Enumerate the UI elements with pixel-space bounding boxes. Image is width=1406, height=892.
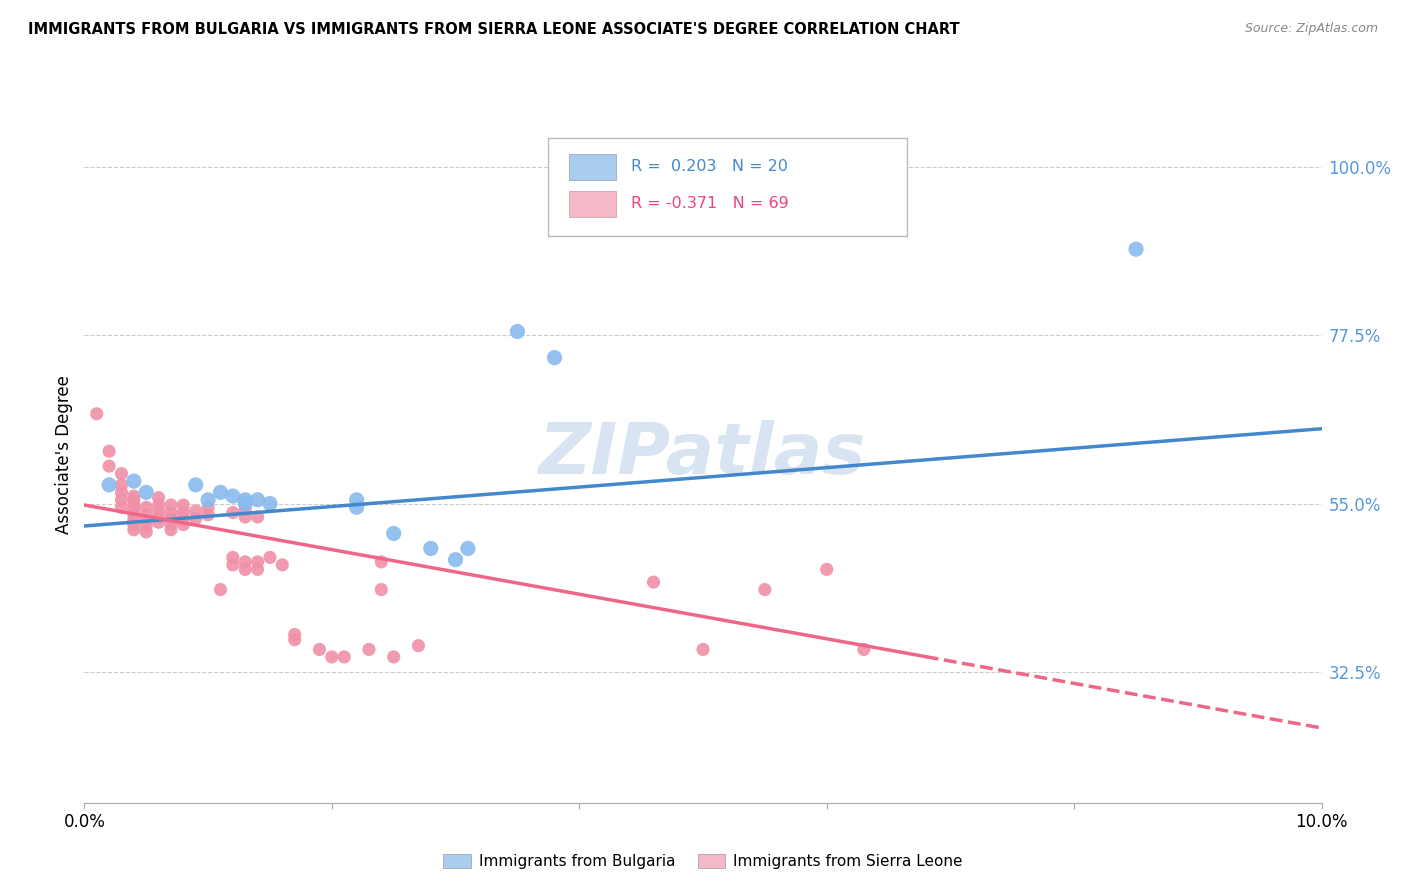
Point [172,498,194,512]
Point [506,325,529,339]
Point [122,498,145,512]
Point [408,639,430,653]
Point [110,478,132,492]
Point [122,513,145,527]
Point [135,500,157,515]
Point [457,541,479,556]
Point [209,582,232,597]
Point [160,523,183,537]
Point [222,506,245,520]
Bar [569,153,616,180]
Point [135,508,157,522]
Point [643,575,665,590]
Point [233,492,256,507]
Point [172,511,194,525]
Point [233,555,256,569]
Point [852,642,875,657]
Point [444,552,467,566]
Point [148,510,170,524]
Point [222,550,245,565]
Point [122,492,145,507]
Y-axis label: Associate's Degree: Associate's Degree [55,376,73,534]
Point [382,526,405,541]
Point [346,492,368,507]
Point [98,459,121,474]
Point [357,642,380,657]
Point [1125,242,1147,256]
Point [246,562,269,576]
Point [233,502,256,516]
Point [370,582,392,597]
Point [246,492,269,507]
Point [148,504,170,518]
Point [110,492,132,507]
Point [284,627,307,641]
Text: R =  0.203   N = 20: R = 0.203 N = 20 [631,160,789,174]
Point [321,649,343,664]
Point [222,489,245,503]
Point [259,497,281,511]
Point [271,558,294,572]
Point [370,555,392,569]
Point [160,506,183,520]
FancyBboxPatch shape [548,138,907,235]
Point [110,485,132,500]
Point [284,632,307,647]
Point [222,558,245,572]
Point [122,502,145,516]
Point [135,519,157,533]
Point [160,511,183,525]
Point [135,485,157,500]
Point [246,555,269,569]
Point [148,498,170,512]
Text: IMMIGRANTS FROM BULGARIA VS IMMIGRANTS FROM SIERRA LEONE ASSOCIATE'S DEGREE CORR: IMMIGRANTS FROM BULGARIA VS IMMIGRANTS F… [28,22,960,37]
Point [184,478,207,492]
Bar [569,191,616,217]
Point [172,506,194,520]
Point [110,500,132,515]
Point [308,642,330,657]
Text: R = -0.371   N = 69: R = -0.371 N = 69 [631,196,789,211]
Point [86,407,108,421]
Point [246,510,269,524]
Point [122,489,145,503]
Point [815,562,838,576]
Point [135,524,157,539]
Point [172,517,194,532]
Point [692,642,714,657]
Point [233,497,256,511]
Point [160,498,183,512]
Point [419,541,441,556]
Point [110,467,132,481]
Point [233,510,256,524]
Point [135,513,157,527]
Point [148,491,170,505]
Point [184,504,207,518]
Point [197,500,219,515]
Text: Source: ZipAtlas.com: Source: ZipAtlas.com [1244,22,1378,36]
Point [122,508,145,522]
Point [160,517,183,532]
Point [122,523,145,537]
Point [148,515,170,529]
Legend: Immigrants from Bulgaria, Immigrants from Sierra Leone: Immigrants from Bulgaria, Immigrants fro… [437,847,969,875]
Point [197,508,219,522]
Point [543,351,565,365]
Point [754,582,776,597]
Text: ZIPatlas: ZIPatlas [540,420,866,490]
Point [184,511,207,525]
Point [259,550,281,565]
Point [197,492,219,507]
Point [346,500,368,515]
Point [209,485,232,500]
Point [122,517,145,532]
Point [122,474,145,488]
Point [233,562,256,576]
Point [98,478,121,492]
Point [333,649,356,664]
Point [98,444,121,458]
Point [382,649,405,664]
